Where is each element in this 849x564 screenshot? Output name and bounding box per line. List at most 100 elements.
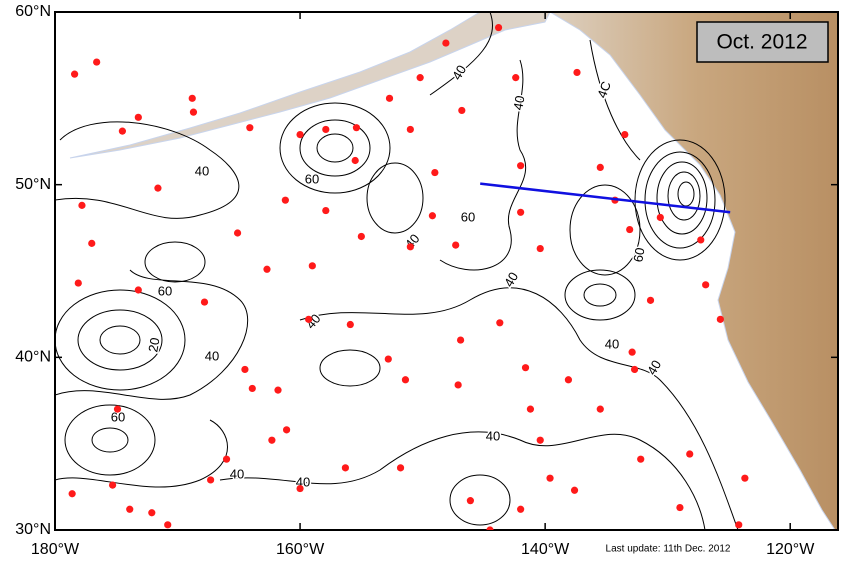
float [486,526,494,530]
float [741,474,749,482]
float [108,481,117,489]
float [630,365,639,374]
float [536,244,544,253]
contour-label: 4C [594,79,614,100]
float [74,279,82,287]
float [458,106,466,115]
float [305,315,313,323]
float [68,490,76,498]
contour-label: 60 [158,283,172,298]
float [351,156,359,165]
float [466,497,474,505]
float [676,503,684,512]
float [296,484,304,493]
float [384,355,392,363]
float [241,365,249,374]
float [564,376,573,384]
float [274,386,282,394]
float [596,163,604,171]
contour-label: 60 [111,409,125,424]
float [512,74,520,82]
float [154,184,162,192]
y-tick-label: 30°N [15,521,51,538]
float [735,521,743,529]
map-area [55,12,838,530]
float [346,320,354,329]
float [296,130,304,139]
y-tick-label: 40°N [15,349,51,366]
contour-label: 40 [205,348,219,363]
contour-label: 40 [605,336,619,351]
float [656,213,664,222]
float [406,243,414,251]
float [596,405,604,413]
float [188,94,196,102]
contour-label: 40 [230,466,244,481]
float [148,509,156,517]
title-box [696,21,829,63]
float [385,94,394,102]
float [282,426,291,434]
contour-label: 40 [486,428,500,443]
float [646,296,655,304]
float [207,476,215,484]
float [628,348,636,356]
float [396,464,405,472]
float [431,168,439,177]
float [702,281,710,289]
float [352,124,361,132]
float [573,68,581,77]
float [118,127,126,135]
float [71,70,79,78]
float [526,405,535,413]
alaska [69,12,551,159]
float [248,384,256,393]
contour-label: 60 [305,171,319,186]
float [621,130,629,139]
float [442,39,450,47]
float [416,74,424,82]
float [134,286,142,294]
float [716,315,724,323]
y-tick-label: 60°N [15,3,51,20]
float [401,376,410,384]
float [517,162,525,170]
float [570,486,579,494]
x-tick-label: 140°W [521,541,570,558]
float [126,505,134,513]
map-frame [54,11,839,531]
float [626,225,634,234]
float [322,125,330,134]
float [113,405,122,413]
map-title: Oct. 2012 [716,31,807,54]
float [494,23,503,32]
float [263,265,271,273]
floats [68,23,749,530]
x-tick-label: 120°W [766,541,815,558]
float [281,196,289,204]
float [428,212,437,220]
y-tick-label: 50°N [15,176,51,193]
float [322,206,330,215]
float [78,201,86,209]
x-tick-label: 180°W [31,541,80,558]
float [452,241,460,249]
float [222,455,231,463]
float [697,236,705,244]
float [637,455,645,463]
float [246,124,254,132]
float [517,505,525,513]
float [521,364,530,372]
x-tick-label: 160°W [276,541,325,558]
float [456,336,465,344]
float [357,232,365,241]
north-america [549,12,838,530]
float [686,450,694,458]
contour-label: 60 [630,246,647,263]
float [200,298,209,306]
float [189,108,198,116]
float [546,474,554,482]
float [233,229,242,237]
